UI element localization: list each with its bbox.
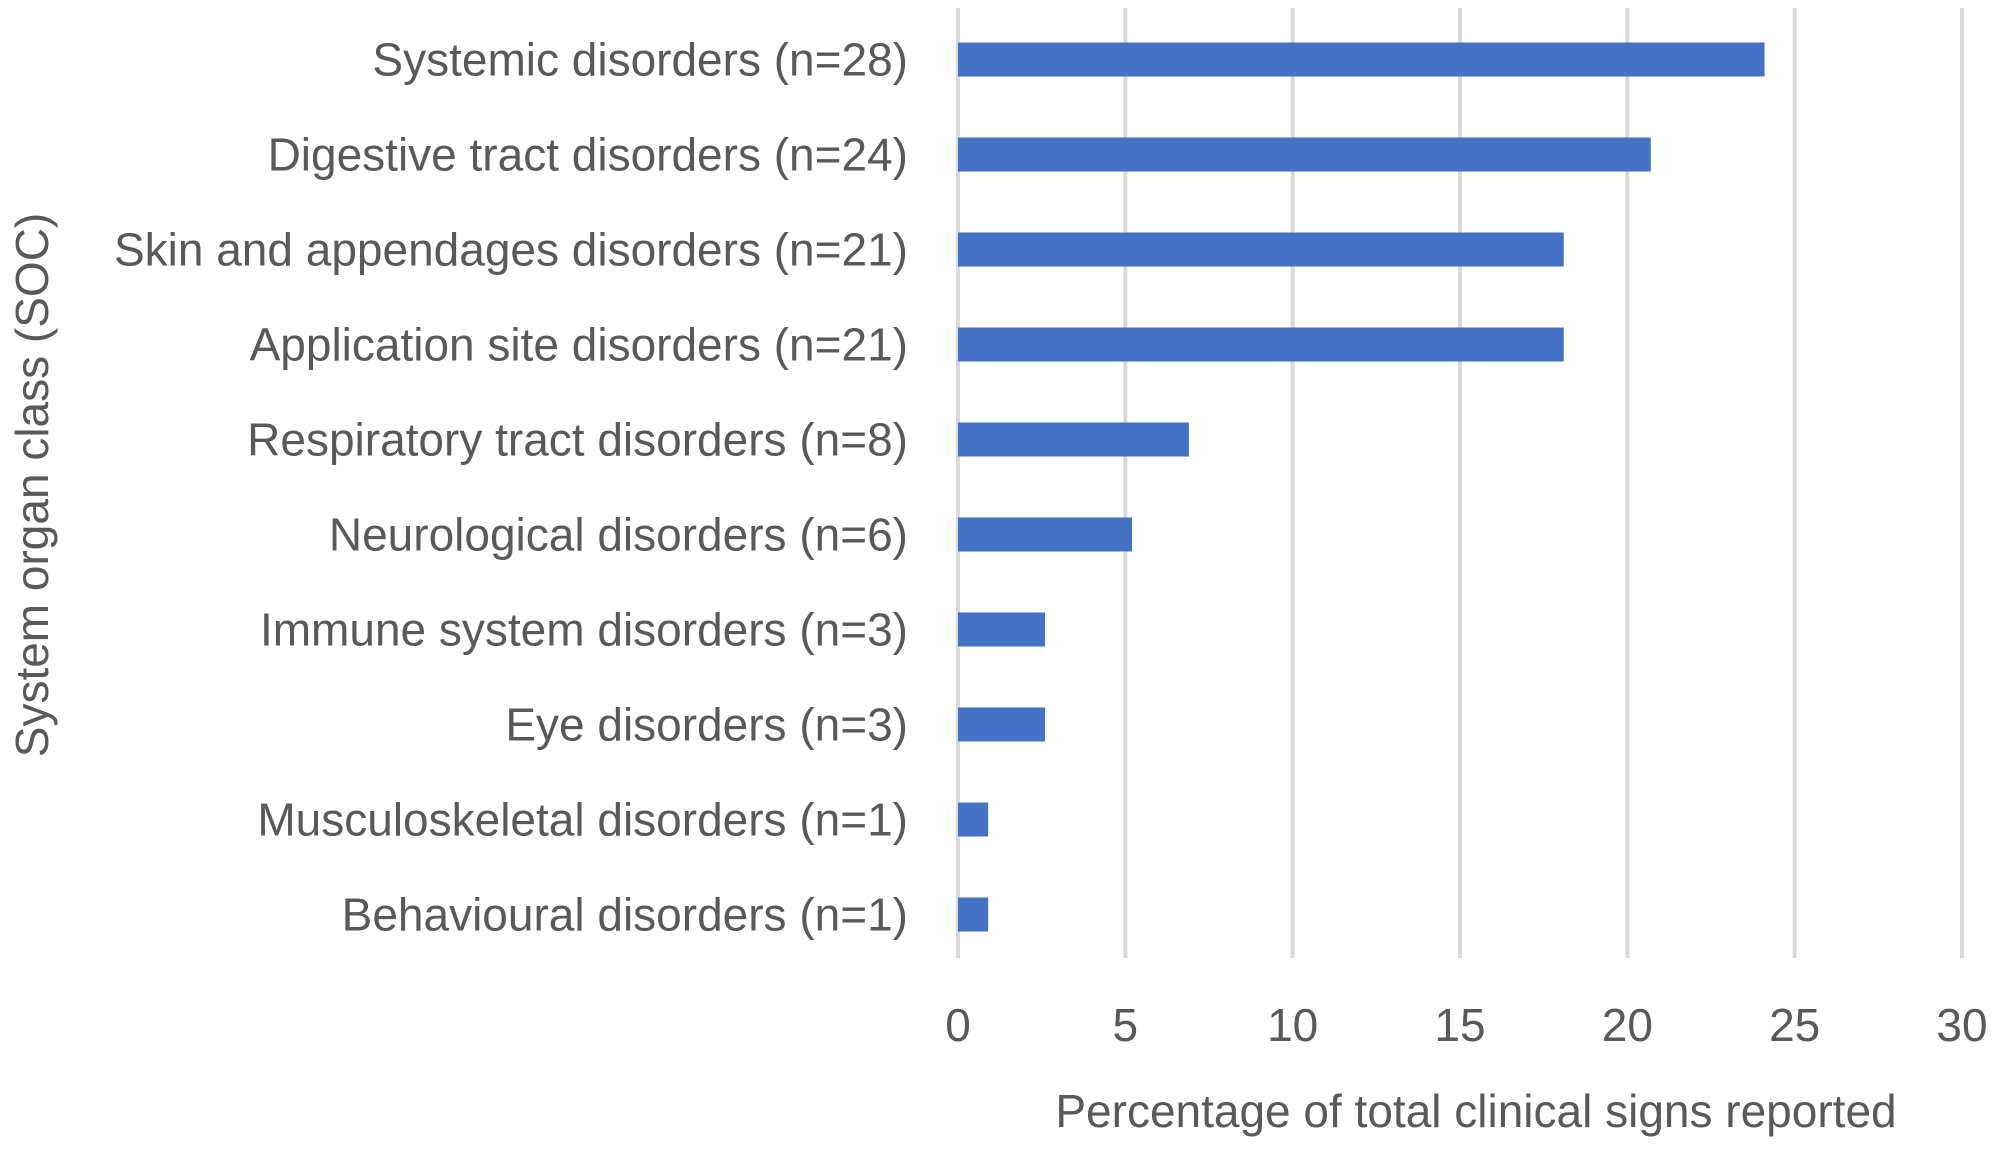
bar	[958, 422, 1189, 457]
bar	[958, 707, 1046, 742]
bar	[958, 517, 1133, 552]
category-label: Eye disorders (n=3)	[505, 699, 908, 751]
category-label: Immune system disorders (n=3)	[260, 604, 908, 656]
category-label: Systemic disorders (n=28)	[372, 34, 908, 86]
bar	[958, 42, 1765, 77]
category-label: Behavioural disorders (n=1)	[342, 889, 908, 941]
x-tick-label: 30	[1936, 999, 1987, 1051]
category-label: Respiratory tract disorders (n=8)	[247, 414, 908, 466]
bar	[958, 137, 1651, 172]
x-axis-title: Percentage of total clinical signs repor…	[1055, 1085, 1896, 1137]
x-tick-label: 10	[1267, 999, 1318, 1051]
category-label: Application site disorders (n=21)	[250, 319, 908, 371]
bar	[958, 612, 1046, 647]
bars	[958, 42, 1765, 932]
x-tick-labels: 0 5 10 15 20 25 30	[945, 999, 1987, 1051]
x-tick-label: 0	[945, 999, 971, 1051]
category-label: Skin and appendages disorders (n=21)	[114, 224, 908, 276]
bar	[958, 897, 989, 932]
x-tick-label: 15	[1434, 999, 1485, 1051]
category-label: Digestive tract disorders (n=24)	[268, 129, 908, 181]
x-tick-label: 25	[1769, 999, 1820, 1051]
category-label: Neurological disorders (n=6)	[329, 509, 908, 561]
x-tick-label: 20	[1602, 999, 1653, 1051]
bar	[958, 802, 989, 837]
bar	[958, 327, 1564, 362]
category-labels: Systemic disorders (n=28) Digestive tract…	[114, 34, 908, 941]
y-axis-title: System organ class (SOC)	[6, 213, 58, 757]
bar	[958, 232, 1564, 267]
category-label: Musculoskeletal disorders (n=1)	[257, 794, 908, 846]
x-tick-label: 5	[1113, 999, 1139, 1051]
